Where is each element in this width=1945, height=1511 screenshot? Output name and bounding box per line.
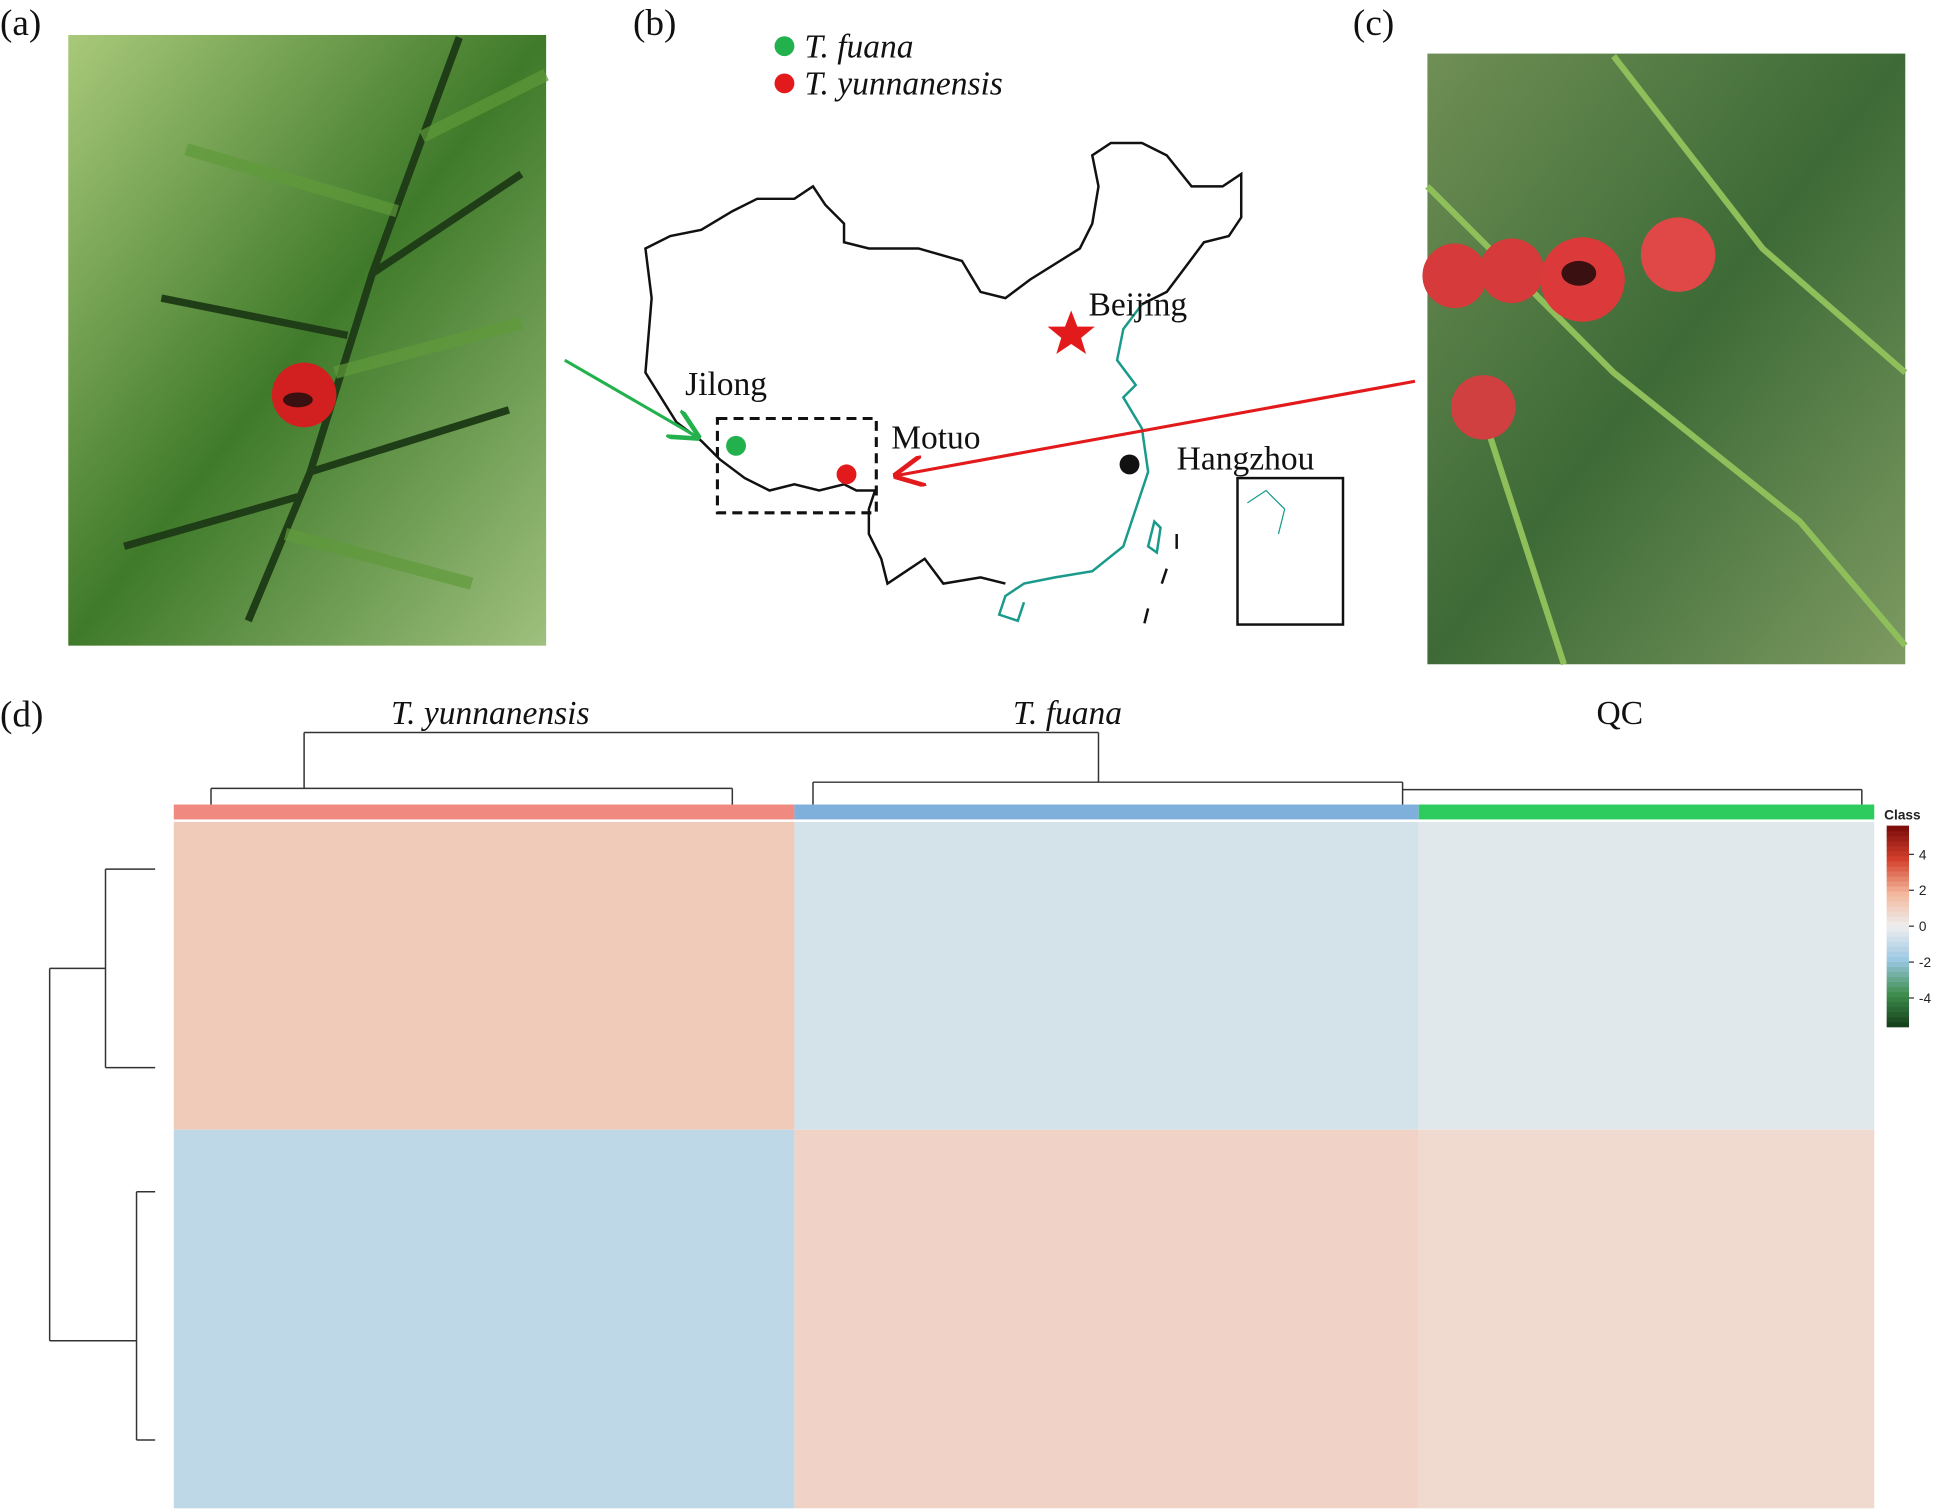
- column-dendrogram: [210, 731, 1863, 805]
- colorbar-segment: [1886, 956, 1910, 962]
- colorbar-segment: [1886, 971, 1910, 978]
- panel-label: (a): [0, 3, 41, 44]
- colorbar-tick-label: 4: [1919, 847, 1927, 862]
- heatmap-cell: [173, 1129, 795, 1509]
- column-annotation: [173, 804, 795, 820]
- colorbar-tick-label: -4: [1919, 991, 1932, 1006]
- colorbar-segment: [1886, 860, 1910, 867]
- colorbar-segment: [1886, 1016, 1910, 1023]
- colorbar-tick-label: 0: [1919, 919, 1927, 934]
- legend-label: T. fuana: [804, 28, 913, 65]
- colorbar-segment: [1886, 830, 1910, 837]
- colorbar-segment: [1886, 825, 1910, 832]
- place-label: Hangzhou: [1177, 440, 1315, 477]
- photo-c: [1422, 53, 1908, 666]
- site-marker: [726, 435, 746, 456]
- colorbar-segment: [1886, 890, 1910, 897]
- colorbar-segment: [1886, 926, 1910, 932]
- legend-marker: [774, 73, 795, 94]
- colorbar-segment: [1886, 941, 1910, 947]
- colorbar-segment: [1886, 855, 1910, 862]
- heatmap-cell: [1418, 821, 1875, 1130]
- colorbar-segment: [1886, 1006, 1910, 1013]
- legend-label: T. yunnanensis: [804, 66, 1003, 103]
- colorbar-segment: [1886, 921, 1910, 927]
- colorbar-segment: [1886, 901, 1910, 907]
- colorbar-segment: [1886, 865, 1910, 872]
- place-label: Beijing: [1089, 286, 1188, 323]
- colorbar-segment: [1886, 885, 1910, 892]
- colorbar-segment: [1886, 870, 1910, 877]
- heatmap-cell: [173, 821, 795, 1130]
- heatmap-cell: [794, 1129, 1419, 1509]
- colorbar-tick-label: -2: [1919, 955, 1931, 970]
- colorbar-tick-label: 2: [1919, 883, 1927, 898]
- row-dendrogram: [48, 868, 156, 1441]
- colorbar-segment: [1886, 936, 1910, 942]
- colorbar-segment: [1886, 1011, 1910, 1018]
- column-label: T. yunnanensis: [391, 695, 590, 732]
- colorbar-segment: [1886, 880, 1910, 887]
- colorbar-segment: [1886, 966, 1910, 973]
- photo-a: [68, 34, 549, 646]
- column-annotation: [1418, 804, 1875, 820]
- colorbar-segment: [1886, 845, 1910, 852]
- colorbar-segment: [1886, 991, 1910, 998]
- legend-marker: [774, 36, 795, 57]
- colorbar-segment: [1886, 850, 1910, 857]
- map: [563, 141, 1416, 626]
- site-marker: [836, 464, 857, 485]
- colorbar-segment: [1886, 1001, 1910, 1008]
- colorbar-segment: [1886, 946, 1910, 952]
- column-annotation: [794, 804, 1419, 820]
- colorbar-segment: [1886, 896, 1910, 902]
- colorbar-segment: [1886, 835, 1910, 842]
- place-label: Motuo: [891, 419, 980, 456]
- colorbar-segment: [1886, 916, 1910, 922]
- colorbar-segment: [1886, 875, 1910, 882]
- colorbar-segment: [1886, 976, 1910, 983]
- column-label: T. fuana: [1013, 695, 1122, 732]
- column-label: QC: [1597, 695, 1644, 732]
- colorbar-segment: [1886, 840, 1910, 847]
- colorbar-segment: [1886, 1021, 1910, 1028]
- colorbar-segment: [1886, 951, 1910, 957]
- colorbar-segment: [1886, 961, 1910, 968]
- colorbar-segment: [1886, 906, 1910, 912]
- colorbar-segment: [1886, 981, 1910, 988]
- colorbar-segment: [1886, 931, 1910, 937]
- heatmap-cell: [1418, 1129, 1875, 1509]
- place-label: Jilong: [685, 366, 767, 403]
- colorbar-segment: [1886, 911, 1910, 917]
- colorbar-segment: [1886, 996, 1910, 1003]
- colorbar-title: Class: [1884, 807, 1921, 822]
- colorbar-segment: [1886, 986, 1910, 993]
- panel-label: (c): [1353, 3, 1394, 44]
- panel-label: (b): [633, 3, 676, 44]
- heatmap-cell: [794, 821, 1419, 1130]
- panel-label: (d): [0, 694, 43, 735]
